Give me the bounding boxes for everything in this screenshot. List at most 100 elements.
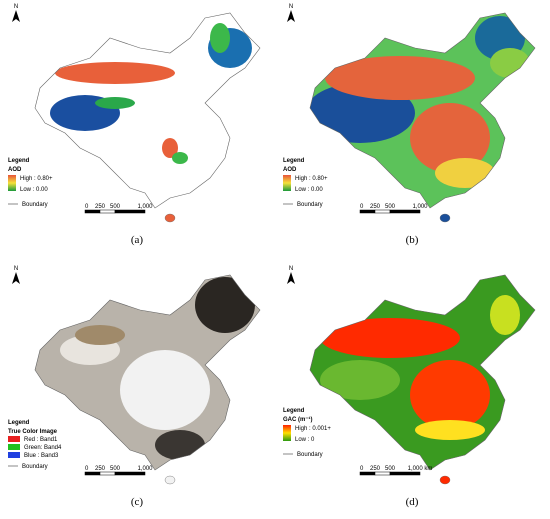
legend-title: Legend	[8, 158, 30, 164]
map	[309, 274, 536, 485]
legend-layer: GAC (m⁻¹)	[283, 416, 313, 423]
legend-ramp	[8, 175, 16, 191]
scale-label: 500	[110, 466, 121, 472]
legend-title: Legend	[8, 420, 30, 426]
region	[120, 350, 210, 430]
legend-item: Low : 0.00	[20, 187, 48, 193]
legend-boundary: Boundary	[22, 202, 48, 208]
north-label: N	[14, 266, 18, 272]
scale-label: 0	[85, 204, 89, 210]
scale-label: 250	[95, 466, 106, 472]
region	[435, 158, 495, 188]
caption: (d)	[406, 496, 419, 508]
scale-segment	[374, 471, 391, 476]
scale-segment	[99, 471, 116, 476]
caption: (b)	[406, 234, 419, 246]
region	[490, 295, 520, 335]
legend-title: Legend	[283, 158, 305, 164]
legend-boundary: Boundary	[297, 202, 323, 208]
legend-ramp	[283, 425, 291, 441]
scale-label: 1,000 km	[408, 466, 433, 472]
legend-layer: AOD	[8, 167, 22, 173]
region	[415, 420, 485, 440]
legend-item: High : 0.80+	[20, 176, 53, 182]
caption: (c)	[131, 496, 144, 508]
scale-label: 0	[360, 204, 364, 210]
panel: N Legend AOD High : 0.80+ Low : 0.00 Boundary…	[8, 4, 261, 246]
legend-item: Red : Band1	[24, 437, 58, 443]
legend-layer: AOD	[283, 167, 297, 173]
map	[34, 12, 261, 223]
map-fill	[310, 13, 535, 208]
scale-label: 250	[95, 204, 106, 210]
region	[410, 360, 490, 430]
legend-ramp	[283, 175, 291, 191]
region	[195, 277, 255, 333]
north-arrow	[287, 272, 295, 284]
scale-label: 0	[360, 466, 364, 472]
scale-segment	[389, 471, 421, 476]
scale-segment	[114, 209, 146, 214]
scale-segment	[389, 209, 421, 214]
scale-label: 500	[385, 466, 396, 472]
legend-item: Green: Band4	[24, 445, 62, 451]
scale-label: 250	[370, 204, 381, 210]
region	[95, 97, 135, 109]
scale-segment	[374, 209, 391, 214]
legend-item: Blue : Band3	[24, 453, 59, 459]
region	[155, 430, 205, 460]
legend-boundary: Boundary	[22, 464, 48, 470]
map-fill	[35, 13, 260, 208]
map	[309, 12, 536, 223]
region	[172, 152, 188, 164]
north-label: N	[289, 266, 293, 272]
scale-label: 1,000	[137, 466, 153, 472]
north-arrow	[12, 10, 20, 22]
caption: (a)	[131, 234, 144, 246]
legend-swatch	[8, 452, 20, 458]
legend-item: Low : 0	[295, 437, 315, 443]
island	[439, 213, 451, 223]
region	[75, 325, 125, 345]
scale-segment	[359, 209, 376, 214]
map	[34, 274, 261, 485]
north-arrow	[287, 10, 295, 22]
legend-item: High : 0.001+	[295, 426, 331, 432]
north-label: N	[289, 4, 293, 10]
island	[164, 213, 176, 223]
legend-layer: True Color Image	[8, 429, 58, 435]
legend-title: Legend	[283, 408, 305, 414]
legend-boundary: Boundary	[297, 452, 323, 458]
scale-segment	[99, 209, 116, 214]
legend-swatch	[8, 436, 20, 442]
region	[325, 56, 475, 100]
panel: N Legend GAC (m⁻¹) High : 0.001+ Low : 0 Boun…	[283, 266, 536, 508]
island	[439, 475, 451, 485]
scale-segment	[84, 209, 101, 214]
scale-segment	[84, 471, 101, 476]
north-label: N	[14, 4, 18, 10]
scale-segment	[114, 471, 146, 476]
scale-label: 0	[85, 466, 89, 472]
region	[320, 318, 460, 358]
scale-label: 500	[385, 204, 396, 210]
legend-item: Low : 0.00	[295, 187, 323, 193]
region	[410, 103, 490, 173]
island	[164, 475, 176, 485]
scale-label: 1,000	[412, 204, 428, 210]
legend-swatch	[8, 444, 20, 450]
map-fill	[310, 275, 535, 470]
legend-item: High : 0.80+	[295, 176, 328, 182]
region	[55, 62, 175, 84]
scale-segment	[359, 471, 376, 476]
region	[320, 360, 400, 400]
panel: N Legend True Color Image Red : Band1 Green:…	[8, 266, 261, 508]
scale-label: 1,000	[137, 204, 153, 210]
panel: N Legend AOD High : 0.80+ Low : 0.00 Boundary…	[283, 4, 536, 246]
map-fill	[35, 275, 260, 470]
north-arrow	[12, 272, 20, 284]
region	[162, 138, 178, 158]
scale-label: 250	[370, 466, 381, 472]
scale-label: 500	[110, 204, 121, 210]
